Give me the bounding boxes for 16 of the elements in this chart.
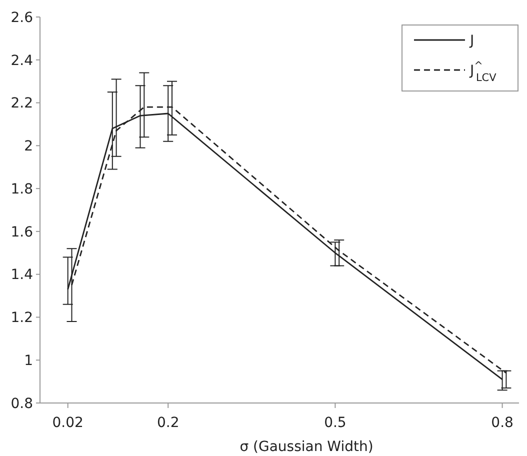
- x-tick-label: 0.2: [156, 415, 180, 431]
- y-tick-label: 2.2: [10, 96, 33, 112]
- y-tick-label: 0.8: [10, 396, 33, 412]
- y-tick-label: 2.4: [10, 52, 34, 69]
- y-tick-label: 2: [24, 138, 33, 155]
- y-tick-label: 1.4: [10, 267, 34, 284]
- y-tick-label: 1.8: [10, 181, 33, 198]
- x-tick-label: 0.8: [491, 415, 514, 431]
- x-tick-label: 0.5: [324, 415, 346, 431]
- y-tick-label: 1: [24, 353, 33, 370]
- x-tick-label: 0.02: [52, 415, 84, 431]
- legend-label: J: [469, 33, 474, 49]
- x-axis-title: σ (Gaussian Width): [240, 439, 374, 455]
- y-tick-label: 1.6: [10, 224, 34, 240]
- y-tick-label: 1.2: [10, 310, 33, 326]
- y-tick-label: 2.6: [10, 10, 34, 26]
